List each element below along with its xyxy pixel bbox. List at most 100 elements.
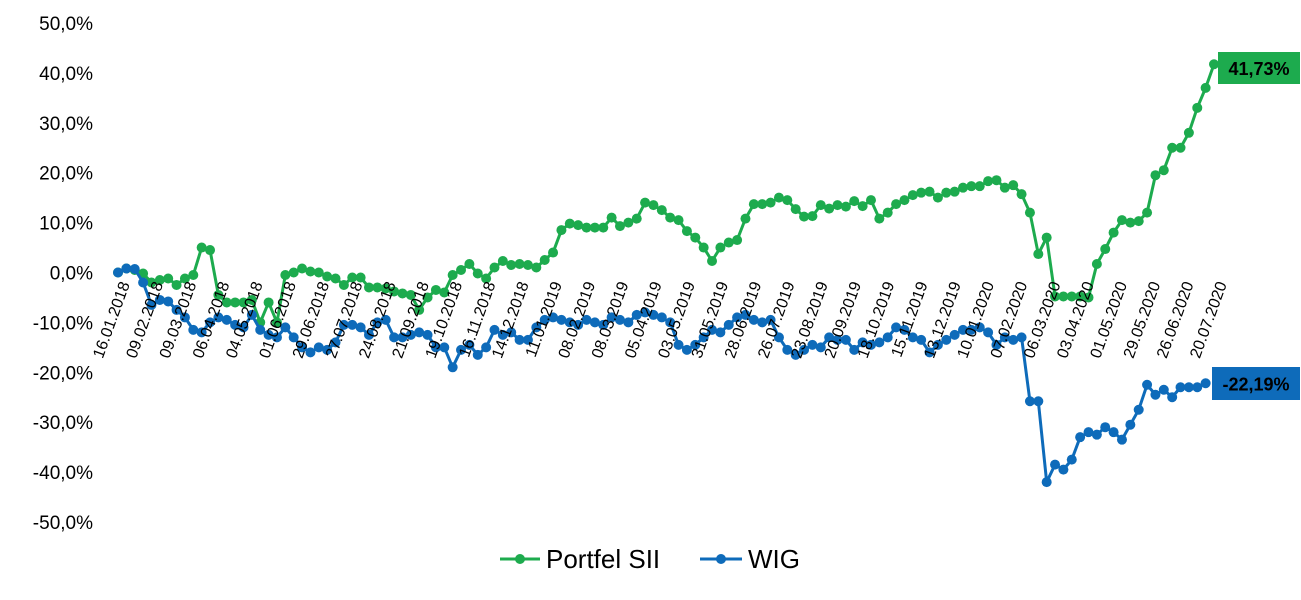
data-point xyxy=(338,279,349,290)
data-point xyxy=(1008,180,1019,191)
series-layer xyxy=(113,59,1219,488)
data-point xyxy=(874,337,885,348)
data-point xyxy=(1175,142,1186,153)
data-point xyxy=(681,226,692,237)
data-point xyxy=(573,319,584,330)
data-point xyxy=(949,329,960,340)
data-point xyxy=(790,349,801,360)
data-point xyxy=(506,327,517,338)
data-point xyxy=(849,196,860,207)
end-label-wig: -22,19% xyxy=(1212,367,1300,400)
data-point xyxy=(999,182,1010,193)
data-point xyxy=(405,289,416,300)
legend-label: WIG xyxy=(748,544,800,574)
legend-item-portfel-sii[interactable]: Portfel SII xyxy=(500,544,660,574)
y-tick-label: 30,0% xyxy=(39,114,93,135)
data-point xyxy=(799,211,810,222)
data-point xyxy=(1041,232,1052,243)
data-point xyxy=(1183,127,1194,138)
data-point xyxy=(1142,379,1153,390)
data-point xyxy=(414,304,425,315)
data-point xyxy=(757,317,768,328)
data-point xyxy=(489,262,500,273)
data-point xyxy=(966,324,977,335)
data-point xyxy=(673,339,684,350)
data-point xyxy=(815,342,826,353)
data-point xyxy=(213,289,224,300)
data-point xyxy=(840,334,851,345)
data-point xyxy=(305,347,316,358)
end-label-box xyxy=(1218,52,1300,84)
data-point xyxy=(958,324,969,335)
data-point xyxy=(447,362,458,373)
legend-item-wig[interactable]: WIG xyxy=(700,544,800,574)
data-point xyxy=(916,334,927,345)
data-point xyxy=(790,204,801,215)
data-point xyxy=(1050,291,1061,302)
data-point xyxy=(1133,404,1144,415)
data-point xyxy=(213,312,224,323)
y-tick-label: -50,0% xyxy=(33,513,93,534)
data-point xyxy=(322,271,333,282)
data-point xyxy=(146,299,157,310)
data-point xyxy=(196,327,207,338)
data-point xyxy=(380,283,391,294)
data-point xyxy=(999,332,1010,343)
data-point xyxy=(1091,429,1102,440)
data-point xyxy=(389,286,400,297)
data-point xyxy=(665,317,676,328)
data-point xyxy=(179,273,190,284)
data-point xyxy=(297,342,308,353)
data-point xyxy=(1116,434,1127,445)
data-point xyxy=(322,344,333,355)
series-wig xyxy=(113,263,1211,488)
data-point xyxy=(146,277,157,288)
data-point xyxy=(280,322,291,333)
data-point xyxy=(1100,422,1111,433)
data-point xyxy=(882,332,893,343)
data-point xyxy=(949,186,960,197)
data-point xyxy=(188,270,199,280)
data-point xyxy=(614,314,625,325)
data-point xyxy=(832,200,843,211)
data-point xyxy=(974,181,985,192)
data-point xyxy=(1058,291,1069,302)
data-point xyxy=(765,314,776,325)
data-point xyxy=(422,329,433,340)
data-point xyxy=(1024,396,1035,407)
data-point xyxy=(857,337,868,348)
data-point xyxy=(1041,477,1052,488)
data-point xyxy=(430,284,441,295)
data-point xyxy=(824,332,835,343)
y-tick-label: 0,0% xyxy=(50,264,93,285)
data-point xyxy=(522,260,533,271)
series-portfel-sii xyxy=(113,59,1219,328)
data-point xyxy=(606,212,617,223)
data-point xyxy=(313,342,324,353)
data-point xyxy=(1083,292,1094,303)
data-point xyxy=(623,217,634,228)
data-point xyxy=(539,255,550,266)
data-point xyxy=(230,319,241,330)
data-point xyxy=(1050,459,1061,470)
data-point xyxy=(1142,207,1153,218)
data-point xyxy=(748,314,759,325)
data-point xyxy=(188,324,199,335)
data-point xyxy=(606,312,617,323)
data-point xyxy=(171,279,182,290)
data-point xyxy=(907,190,918,201)
data-point xyxy=(221,314,232,325)
data-point xyxy=(1100,244,1111,255)
data-point xyxy=(891,322,902,333)
data-point xyxy=(782,195,793,206)
data-point xyxy=(1024,207,1035,218)
legend-label: Portfel SII xyxy=(546,544,660,574)
data-point xyxy=(966,181,977,192)
data-point xyxy=(924,347,935,358)
data-point xyxy=(958,182,969,193)
data-point xyxy=(347,272,358,283)
data-point xyxy=(974,322,985,333)
legend[interactable]: Portfel SII WIG xyxy=(500,544,800,574)
y-tick-label: -20,0% xyxy=(33,363,93,384)
data-point xyxy=(573,220,584,231)
